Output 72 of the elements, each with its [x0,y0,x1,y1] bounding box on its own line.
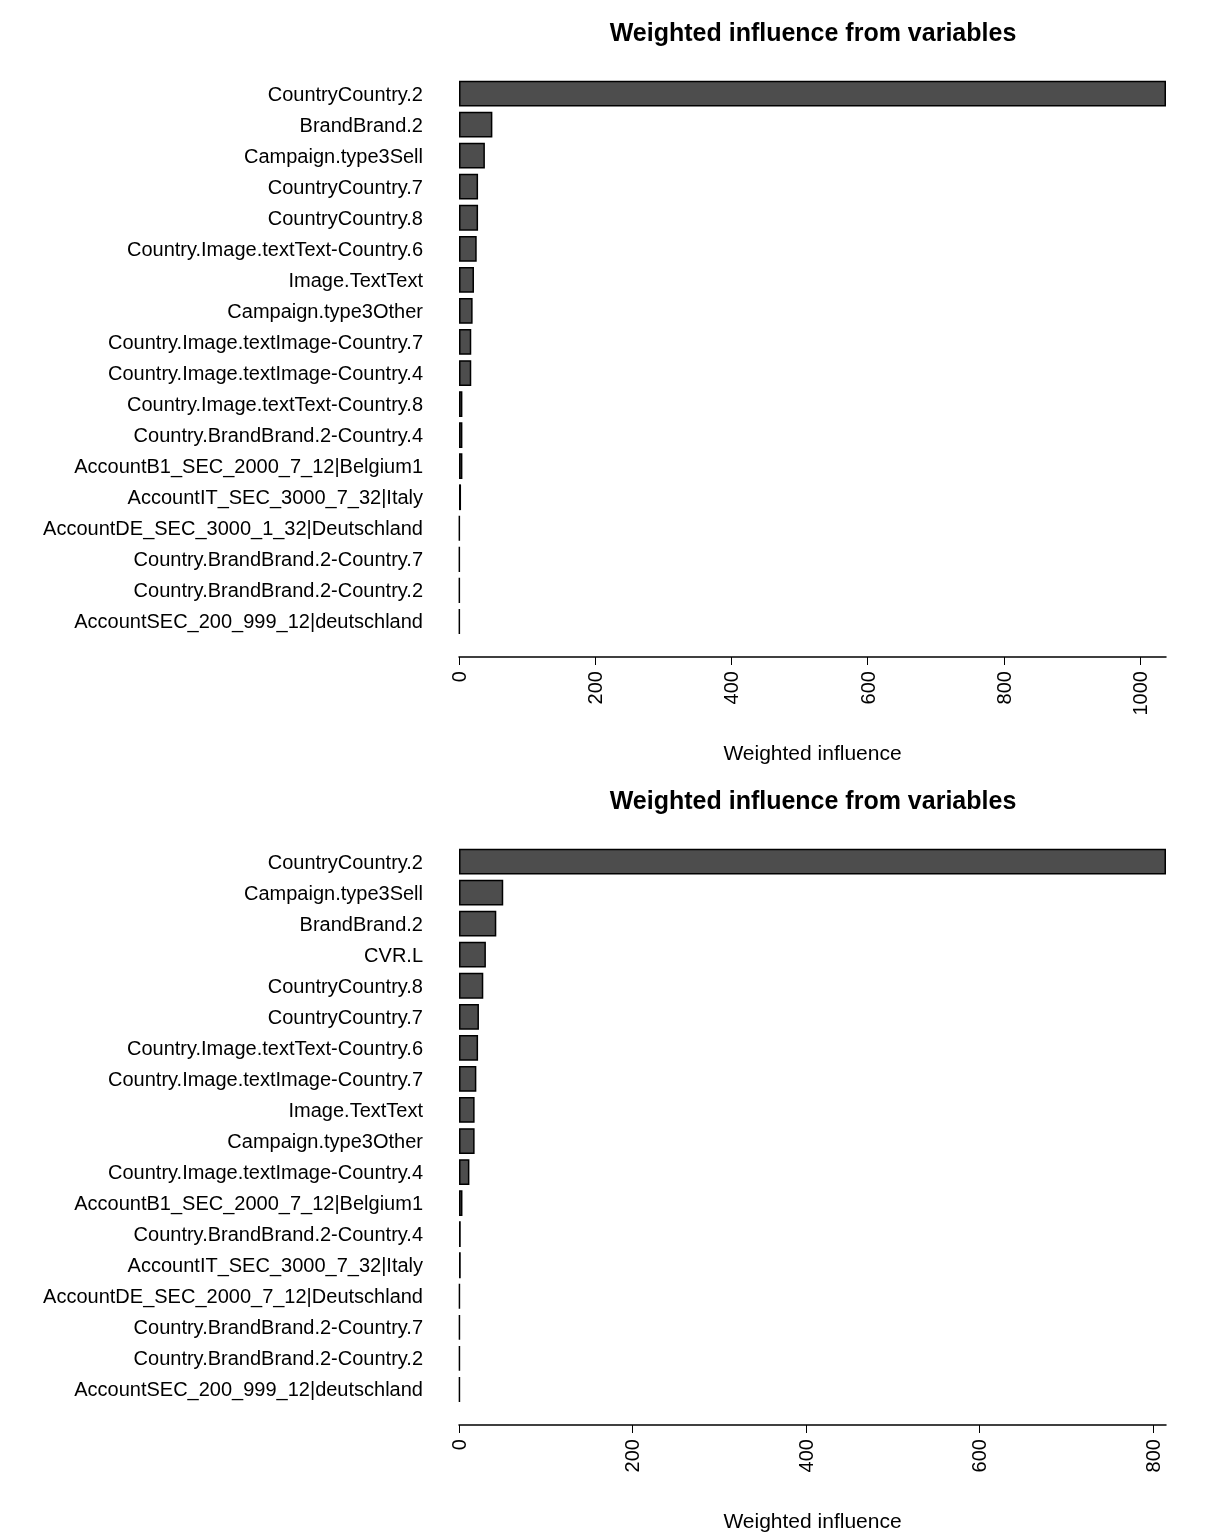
y-tick-label: AccountB1_SEC_2000_7_12|Belgium1 [74,455,423,479]
bar [459,1034,479,1061]
x-tick-label: 400 [720,671,743,705]
x-tick-label: 200 [621,1439,644,1473]
x-tick-label: 400 [794,1439,817,1473]
y-tick-label: CountryCountry.2 [267,82,423,105]
x-tick-label: 200 [584,671,607,705]
y-tick-label: BrandBrand.2 [299,113,423,136]
y-tick-label: AccountB1_SEC_2000_7_12|Belgium1 [74,1192,423,1216]
y-tick-label: CVR.L [364,943,423,966]
y-tick-label: Campaign.type3Sell [244,881,423,904]
y-tick-label: CountryCountry.8 [267,974,423,997]
y-tick-label: Country.Image.textText-Country.8 [126,393,423,416]
x-axis-title: Weighted influence [723,741,902,764]
x-tick-label: 0 [448,671,470,683]
y-tick-label: BrandBrand.2 [299,912,423,935]
bar [459,1097,475,1123]
y-tick-label: CountryCountry.8 [267,206,423,229]
bar [459,360,472,386]
bar [459,941,486,968]
y-tick-label: CountryCountry.2 [267,850,423,873]
bar [459,111,493,138]
bar [459,879,504,906]
bar [459,204,479,231]
bar [459,329,472,355]
y-tick-label: Image.TextText [288,1098,424,1121]
y-tick-label: Country.Image.textImage-Country.4 [108,1161,423,1184]
bar [459,848,1166,875]
bar [459,972,484,999]
y-tick-label: Country.Image.textImage-Country.7 [108,1067,423,1090]
bar [459,1128,475,1154]
y-tick-label: AccountDE_SEC_3000_1_32|Deutschland [43,517,423,541]
x-tick-label: 600 [856,671,879,705]
x-tick-label: 0 [448,1439,470,1451]
y-tick-label: Campaign.type3Other [227,1130,424,1153]
y-tick-label: Country.Image.textText-Country.6 [126,1036,423,1059]
y-tick-label: AccountDE_SEC_2000_7_12|Deutschland [43,1285,423,1309]
y-tick-label: AccountSEC_200_999_12|deutschland [74,1378,423,1402]
bar [459,298,473,324]
y-tick-label: Country.BrandBrand.2-Country.7 [133,548,423,571]
y-tick-label: Country.BrandBrand.2-Country.4 [133,1223,423,1246]
y-tick-label: Country.Image.textText-Country.6 [126,237,423,260]
bar [459,1066,477,1092]
y-tick-label: CountryCountry.7 [267,175,423,198]
y-tick-label: Country.BrandBrand.2-Country.2 [133,1347,423,1370]
y-tick-label: Campaign.type3Sell [244,144,423,167]
y-tick-label: Country.BrandBrand.2-Country.4 [133,424,423,447]
bar [459,142,485,169]
y-tick-label: Image.TextText [288,268,424,291]
x-tick-label: 800 [1141,1439,1164,1473]
bar [459,173,479,200]
bar [459,266,474,293]
bar [459,1003,479,1030]
y-tick-label: AccountSEC_200_999_12|deutschland [74,610,423,634]
y-tick-label: Country.Image.textImage-Country.7 [108,330,423,353]
bar [459,80,1166,107]
y-tick-label: Campaign.type3Other [227,299,424,322]
y-tick-label: AccountIT_SEC_3000_7_32|Italy [127,1254,423,1278]
x-tick-label: 1000 [1129,671,1152,716]
chart-title: Weighted influence from variables [609,785,1017,814]
bar [459,1159,470,1185]
y-tick-label: AccountIT_SEC_3000_7_32|Italy [127,486,423,510]
x-tick-label: 800 [992,671,1015,705]
x-axis-title: Weighted influence [723,1509,902,1532]
y-tick-label: Country.BrandBrand.2-Country.7 [133,1316,423,1339]
x-tick-label: 600 [968,1439,991,1473]
bar [459,910,497,937]
y-tick-label: Country.Image.textImage-Country.4 [108,362,423,385]
y-tick-label: Country.BrandBrand.2-Country.2 [133,579,423,602]
bar [459,235,477,262]
y-tick-label: CountryCountry.7 [267,1005,423,1028]
chart-title: Weighted influence from variables [609,17,1017,46]
